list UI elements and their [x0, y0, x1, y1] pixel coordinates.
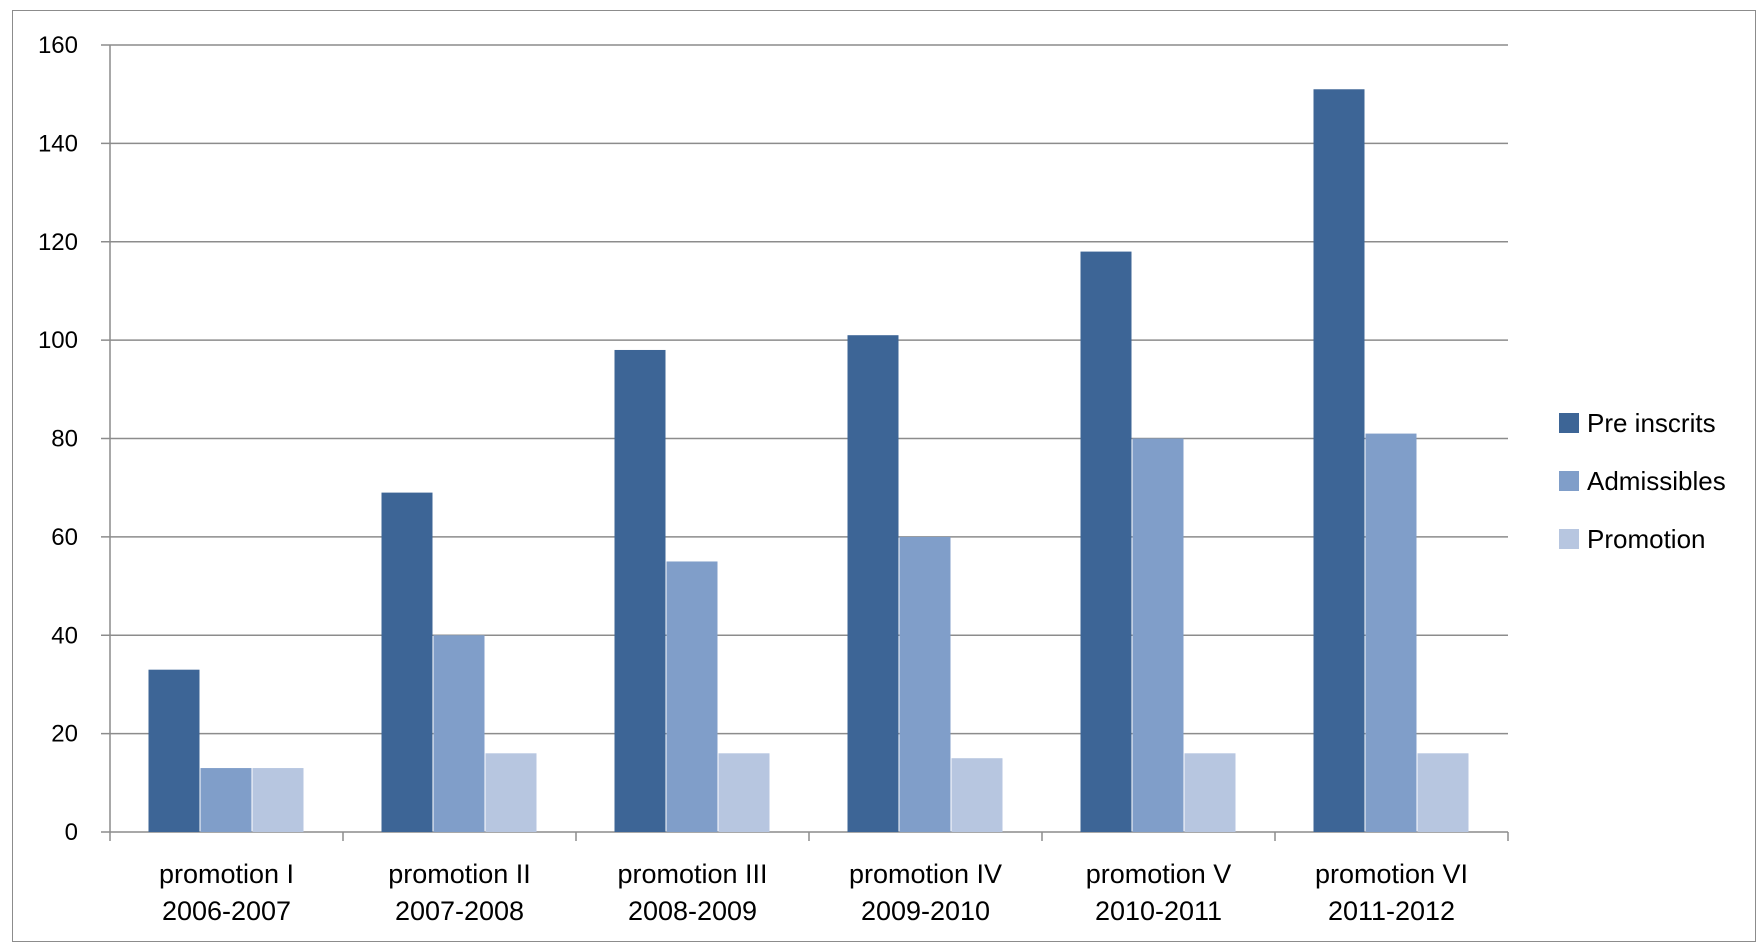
bar-pre-inscrits	[1080, 251, 1132, 832]
y-tick-label: 140	[38, 130, 78, 157]
bar-promotion	[1184, 753, 1236, 832]
y-tick-label: 0	[65, 819, 78, 846]
bar-pre-inscrits	[847, 335, 899, 832]
y-tick-label: 100	[38, 327, 78, 354]
x-category-label: 2009-2010	[861, 896, 990, 926]
bar-promotion	[485, 753, 537, 832]
y-tick-label: 40	[51, 622, 78, 649]
legend-swatch	[1559, 413, 1579, 433]
x-category-label: promotion VI	[1315, 859, 1468, 889]
x-category-label: promotion I	[159, 859, 294, 889]
legend-label: Admissibles	[1587, 466, 1726, 496]
bar-admissibles	[433, 635, 485, 832]
y-tick-label: 120	[38, 229, 78, 256]
legend-swatch	[1559, 529, 1579, 549]
x-category-label: promotion III	[617, 859, 767, 889]
y-tick-label: 160	[38, 32, 78, 59]
y-tick-label: 80	[51, 426, 78, 453]
category-labels: promotion I 2006-2007 promotion II 2007-200…	[159, 859, 1468, 926]
x-category-label: promotion II	[388, 859, 531, 889]
legend-swatch	[1559, 471, 1579, 491]
legend-label: Pre inscrits	[1587, 408, 1716, 438]
bar-admissibles	[1132, 438, 1184, 832]
bar-pre-inscrits	[1313, 89, 1365, 833]
legend: Pre inscrits Admissibles Promotion	[1559, 408, 1726, 554]
bar-promotion	[1417, 753, 1469, 832]
x-category-label: 2011-2012	[1328, 896, 1455, 926]
legend-label: Promotion	[1587, 524, 1706, 554]
bar-pre-inscrits	[614, 349, 666, 832]
x-category-label: promotion IV	[849, 859, 1002, 889]
bar-promotion	[718, 753, 770, 832]
y-tick-label: 60	[51, 524, 78, 551]
x-category-label: promotion V	[1086, 859, 1232, 889]
y-tick-label: 20	[51, 721, 78, 748]
axes: 0 20 40 60 80 100 120 140 160	[38, 32, 1509, 846]
x-category-label: 2008-2009	[628, 896, 757, 926]
x-category-label: 2010-2011	[1095, 896, 1222, 926]
bar-admissibles	[899, 536, 951, 832]
gridlines	[110, 44, 1508, 735]
x-category-label: 2006-2007	[162, 896, 291, 926]
bars	[148, 89, 1469, 833]
bar-admissibles	[200, 768, 252, 832]
bar-promotion	[252, 768, 304, 832]
bar-admissibles	[666, 561, 718, 832]
bar-promotion	[951, 758, 1003, 832]
x-category-label: 2007-2008	[395, 896, 524, 926]
bar-pre-inscrits	[148, 669, 200, 832]
bar-admissibles	[1365, 433, 1417, 832]
bar-pre-inscrits	[381, 492, 433, 832]
